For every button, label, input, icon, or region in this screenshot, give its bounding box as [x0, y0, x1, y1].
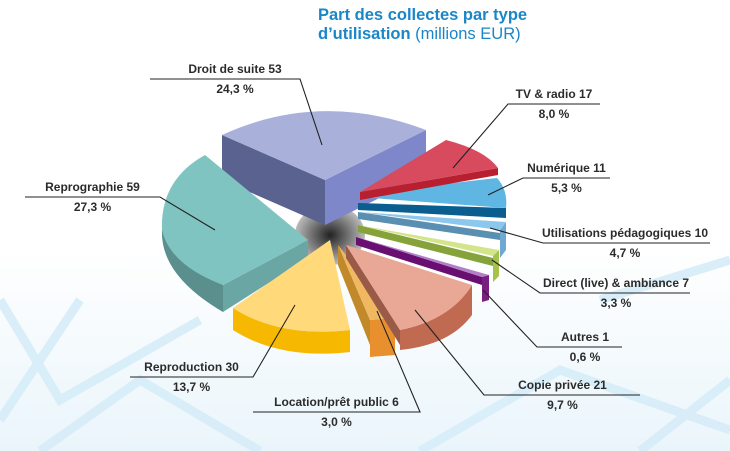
- slice-copie-privee[interactable]: [346, 245, 472, 350]
- label-direct-live-ambiance: Direct (live) & ambiance 7 3,3 %: [540, 276, 692, 311]
- chart-title-unit: (millions EUR): [410, 25, 521, 43]
- label-percent: 24,3 %: [216, 82, 254, 96]
- label-percent: 3,0 %: [321, 415, 352, 429]
- slice-numerique[interactable]: [358, 178, 507, 218]
- label-name: Reproduction 30: [144, 360, 239, 374]
- label-name: Copie privée 21: [518, 378, 607, 392]
- label-percent: 5,3 %: [551, 181, 582, 195]
- label-utilisations-pedagogiques: Utilisations pédagogiques 10 4,7 %: [540, 226, 710, 261]
- label-numerique: Numérique 11 5,3 %: [523, 161, 610, 196]
- label-percent: 8,0 %: [538, 107, 570, 121]
- label-autres: Autres 1 0,6 %: [548, 330, 622, 365]
- label-name: Direct (live) & ambiance 7: [542, 276, 690, 290]
- label-name: Reprographie 59: [45, 180, 140, 194]
- slice-utilisations-pedagogiques[interactable]: [358, 212, 506, 258]
- label-name: Location/prêt public 6: [274, 395, 399, 409]
- label-percent: 0,6 %: [569, 350, 601, 364]
- label-percent: 3,3 %: [600, 296, 632, 310]
- chart-title: Part des collectes par type d’utilisatio…: [318, 6, 578, 44]
- label-droit-de-suite: Droit de suite 53 24,3 %: [165, 62, 305, 97]
- label-tv-radio: TV & radio 17 8,0 %: [508, 87, 600, 122]
- label-percent: 4,7 %: [609, 246, 641, 260]
- chart-title-line2: d’utilisation (millions EUR): [318, 25, 578, 44]
- leader-lines: [25, 78, 710, 413]
- slice-droit-de-suite[interactable]: [222, 111, 426, 225]
- chart-title-line1: Part des collectes par type: [318, 6, 528, 24]
- slice-reproduction[interactable]: [233, 240, 350, 354]
- label-reproduction: Reproduction 30 13,7 %: [130, 360, 253, 395]
- label-name: Autres 1: [560, 330, 610, 344]
- label-percent: 13,7 %: [172, 380, 211, 394]
- label-name: Numérique 11: [527, 161, 606, 175]
- label-name: TV & radio 17: [515, 87, 593, 101]
- chart-title-bold: d’utilisation: [318, 25, 411, 43]
- slice-direct-live-ambiance[interactable]: [358, 225, 499, 282]
- label-percent: 9,7 %: [547, 398, 578, 412]
- label-copie-privee: Copie privée 21 9,7 %: [485, 378, 640, 413]
- slice-tv-radio[interactable]: [360, 140, 498, 200]
- label-name: Droit de suite 53: [188, 62, 282, 76]
- slice-reprographie[interactable]: [161, 155, 308, 312]
- label-reprographie: Reprographie 59 27,3 %: [25, 180, 160, 215]
- label-location-pret-public: Location/prêt public 6 3,0 %: [253, 395, 420, 430]
- label-percent: 27,3 %: [73, 200, 112, 214]
- label-name: Utilisations pédagogiques 10: [541, 226, 709, 240]
